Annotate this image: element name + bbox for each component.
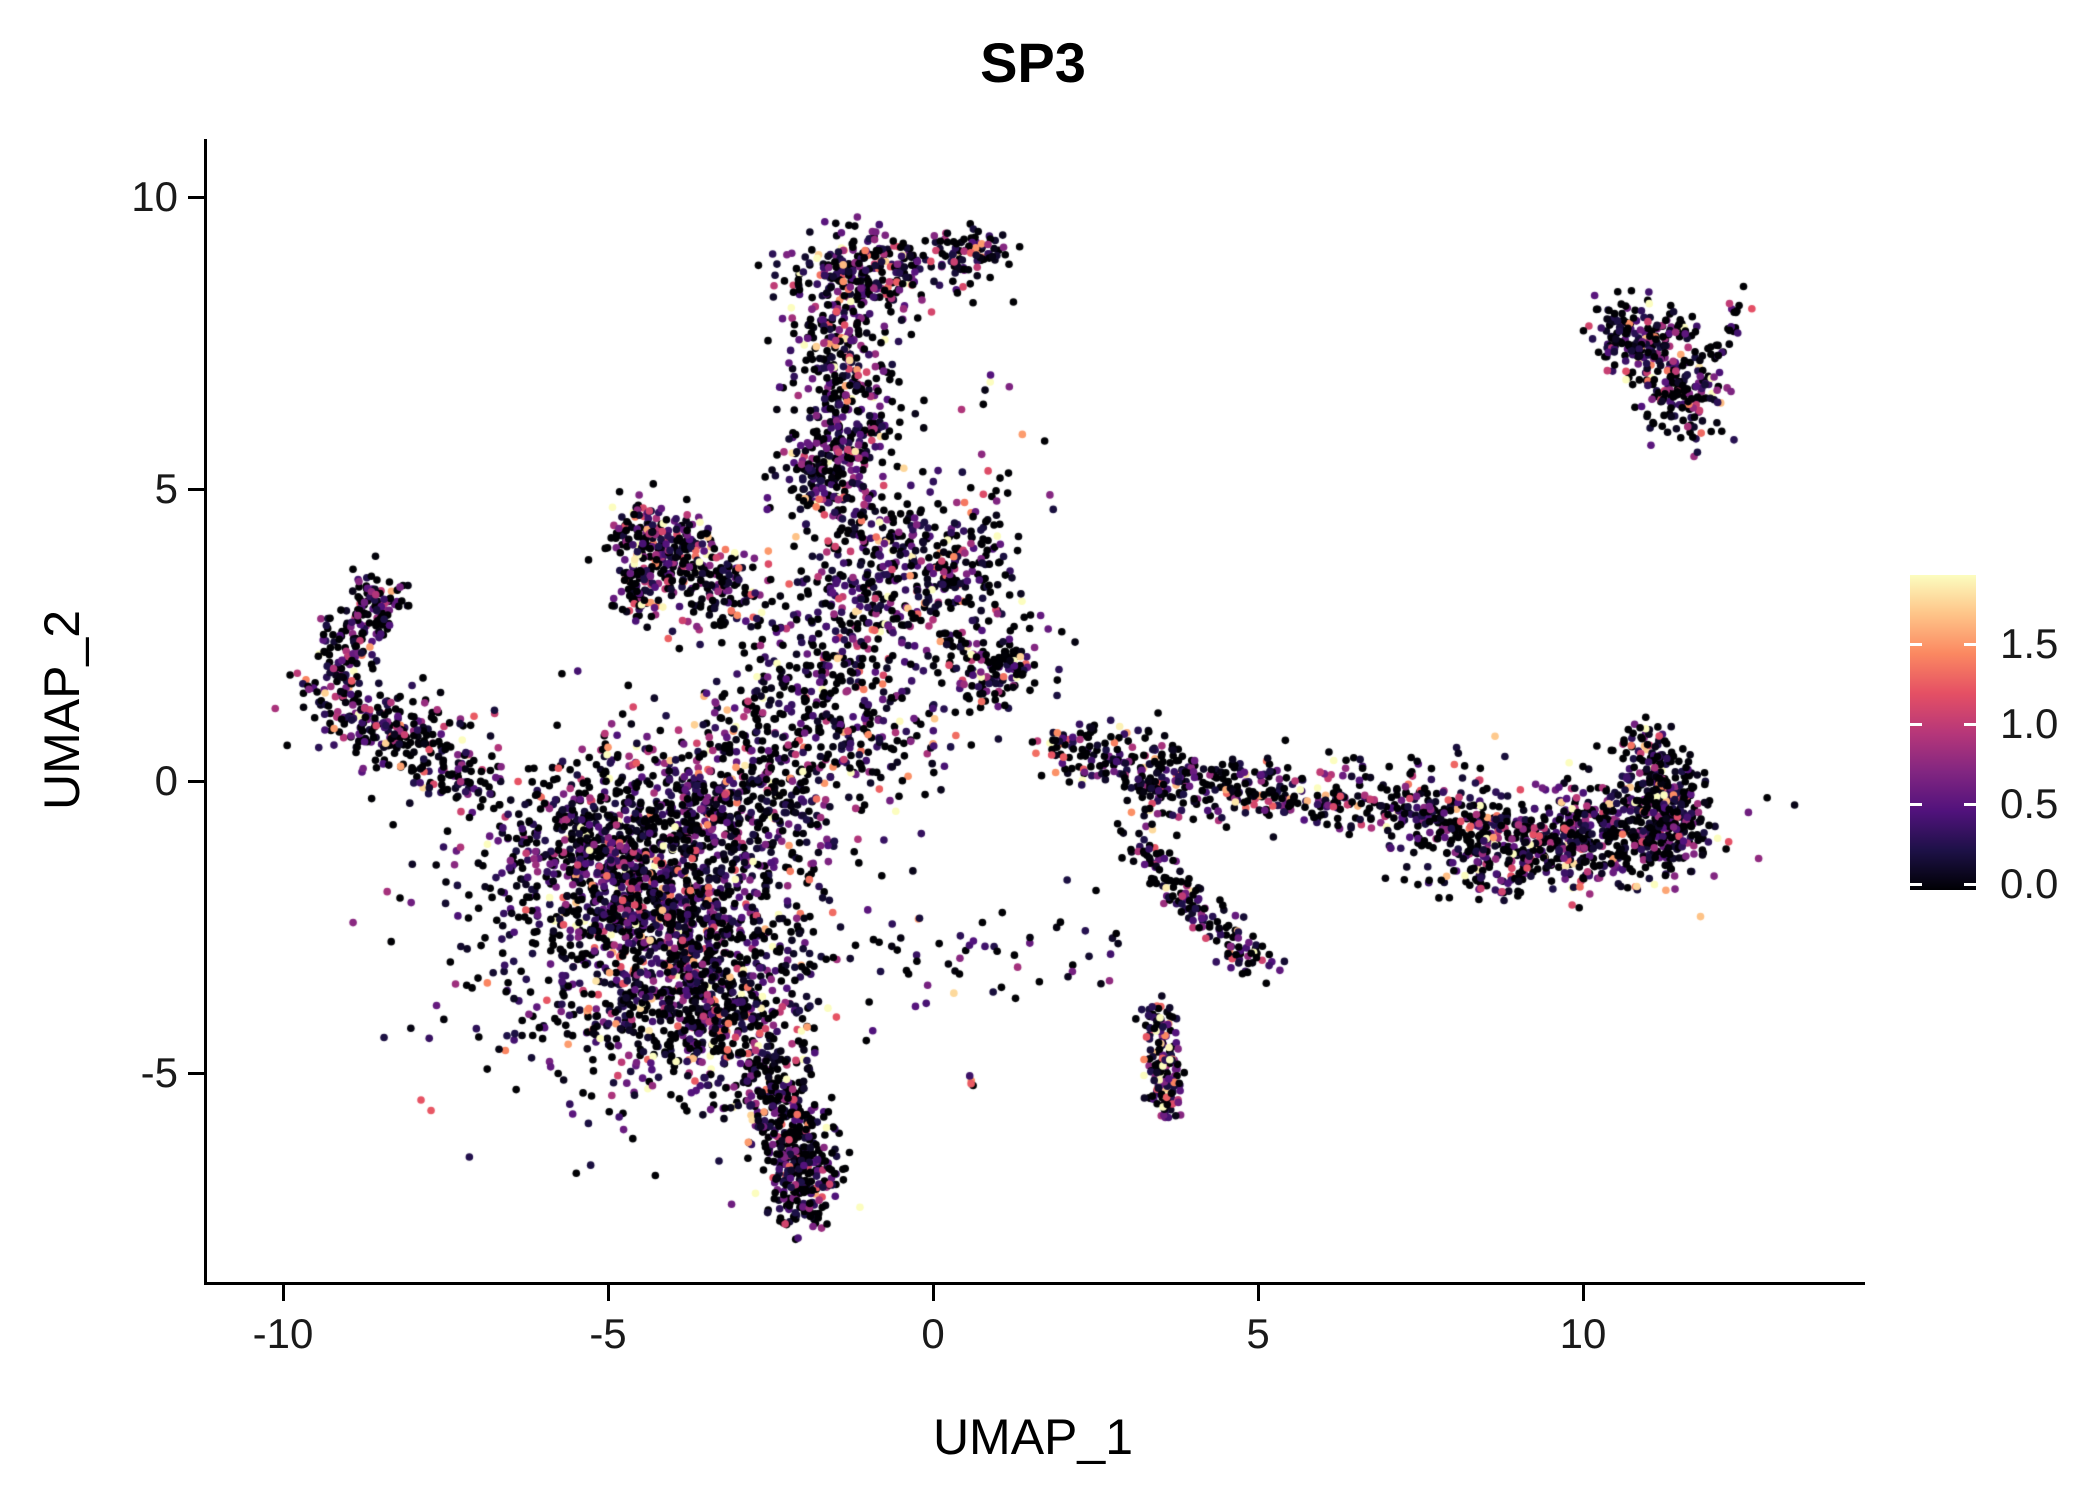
x-tick-label: -10 [252, 1310, 314, 1357]
x-tick-label: 0 [921, 1310, 945, 1357]
x-tick-mark [606, 1285, 610, 1301]
y-tick-label: -5 [140, 1049, 178, 1096]
x-tick-label: -5 [589, 1310, 627, 1357]
y-tick-label: 10 [131, 173, 178, 220]
colorbar-tick-label: 1.5 [2000, 620, 2059, 667]
colorbar-tick-mark [1910, 722, 1922, 726]
x-axis-title: UMAP_1 [932, 1409, 1134, 1465]
colorbar-tick-label: 0.0 [2000, 860, 2059, 907]
x-tick-label: 10 [1559, 1310, 1607, 1357]
y-tick-mark [188, 487, 204, 491]
y-tick-mark [188, 779, 204, 783]
x-tick-mark [281, 1285, 285, 1301]
x-tick-label: 5 [1246, 1310, 1270, 1357]
y-tick-label: 5 [154, 465, 178, 512]
colorbar-tick-mark [1910, 802, 1922, 806]
y-tick-label: 0 [154, 757, 178, 804]
y-tick-mark [188, 195, 204, 199]
y-axis-line [204, 139, 207, 1285]
y-tick-mark [188, 1071, 204, 1075]
plot-title: SP3 [980, 31, 1086, 94]
colorbar-tick-label: 0.5 [2000, 780, 2059, 827]
colorbar-gradient [1910, 575, 1976, 890]
colorbar-tick-mark [1910, 882, 1922, 886]
x-tick-mark [1256, 1285, 1260, 1301]
colorbar-tick-mark [1964, 802, 1976, 806]
colorbar-tick-mark [1964, 722, 1976, 726]
colorbar-tick-mark [1910, 642, 1922, 646]
x-tick-mark [1581, 1285, 1585, 1301]
colorbar-tick-label: 1.0 [2000, 700, 2059, 747]
colorbar-tick-mark [1964, 882, 1976, 886]
x-axis-line [204, 1282, 1865, 1285]
colorbar-tick-mark [1964, 642, 1976, 646]
x-tick-mark [931, 1285, 935, 1301]
